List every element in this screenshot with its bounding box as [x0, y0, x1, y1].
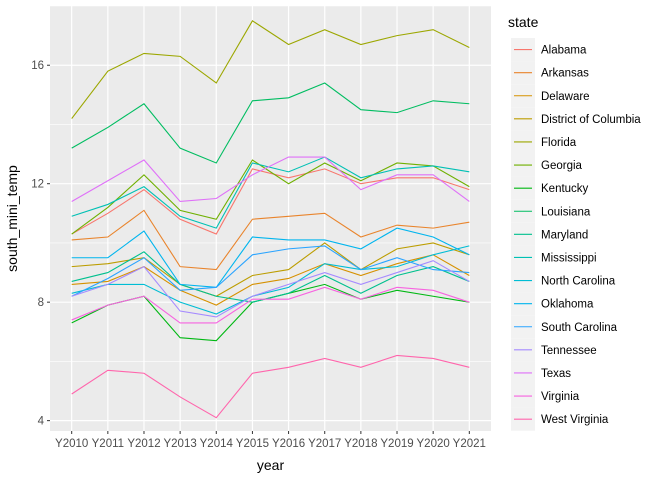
legend-label: District of Columbia [541, 114, 641, 126]
minor-gridlines [50, 5, 491, 362]
legend-label: Delaware [541, 91, 590, 103]
x-tick-label: Y2010 [55, 438, 88, 450]
y-tick-label: 16 [31, 60, 44, 72]
x-tick-label: Y2015 [236, 438, 269, 450]
legend-item: Texas [511, 361, 571, 385]
x-tick-label: Y2021 [453, 438, 486, 450]
x-tick-label: Y2014 [200, 438, 234, 450]
legend-item: Delaware [511, 84, 590, 108]
series-line [71, 260, 470, 318]
series-line [71, 159, 470, 235]
legend-item: Louisiana [511, 199, 591, 223]
x-tick-label: Y2012 [127, 438, 160, 450]
series-line [71, 82, 470, 164]
x-tick-label: Y2013 [163, 438, 196, 450]
series-line [71, 354, 470, 419]
panel-background [50, 6, 491, 431]
legend-label: Georgia [541, 160, 583, 172]
y-tick-label: 8 [38, 297, 44, 309]
legend-label: Florida [541, 137, 577, 149]
x-tick-label: Y2020 [417, 438, 450, 450]
legend-label: Louisiana [541, 206, 591, 218]
y-axis-ticks: 4 8 12 16 [31, 60, 50, 428]
legend-label: Alabama [541, 45, 587, 57]
legend-label: Arkansas [541, 68, 589, 80]
y-tick-label: 12 [31, 179, 44, 191]
legend-label: Texas [541, 368, 571, 380]
legend-item: South Carolina [511, 315, 618, 339]
legend: state Alabama Arkansas Delaware District of… [508, 14, 641, 431]
legend-label: Virginia [541, 391, 580, 403]
legend-item: Tennessee [511, 338, 597, 362]
x-tick-label: Y2017 [308, 438, 341, 450]
legend-items: Alabama Arkansas Delaware District of Colum… [511, 38, 641, 431]
series-line [71, 227, 470, 288]
legend-label: Oklahoma [541, 299, 594, 311]
legend-item: North Carolina [511, 269, 616, 293]
legend-item: West Virginia [511, 407, 609, 431]
series-line [71, 286, 470, 324]
legend-item: Oklahoma [511, 292, 594, 316]
legend-label: West Virginia [541, 414, 609, 426]
legend-label: Tennessee [541, 345, 597, 357]
series-line [71, 209, 470, 271]
series-line [71, 242, 470, 297]
legend-label: North Carolina [541, 276, 616, 288]
x-axis-ticks: Y2010 Y2011 Y2012 Y2013 Y2014 Y2015 Y2016 Y2017… [55, 431, 486, 450]
x-axis-title: year [257, 457, 285, 473]
legend-item: Florida [511, 130, 577, 154]
x-tick-label: Y2016 [272, 438, 305, 450]
legend-label: Maryland [541, 229, 588, 241]
legend-label: Mississippi [541, 252, 597, 264]
legend-item: Georgia [511, 153, 583, 177]
legend-item: Mississippi [511, 245, 597, 269]
series-line [71, 245, 470, 297]
y-axis-title: south_mini_temp [4, 165, 20, 272]
legend-item: Virginia [511, 384, 580, 408]
x-tick-label: Y2018 [344, 438, 377, 450]
legend-label: Kentucky [541, 183, 589, 195]
y-tick-label: 4 [38, 416, 45, 428]
legend-item: Maryland [511, 222, 588, 246]
series-line [71, 156, 470, 229]
series-line [71, 156, 470, 203]
series-line [71, 168, 470, 235]
series-line [71, 245, 470, 315]
legend-item: Arkansas [511, 61, 589, 85]
x-tick-label: Y2011 [92, 438, 124, 450]
series-line [71, 20, 470, 119]
legend-title: state [508, 14, 539, 30]
legend-item: Alabama [511, 38, 587, 62]
legend-label: South Carolina [541, 322, 618, 334]
x-tick-label: Y2019 [380, 438, 413, 450]
series-lines [71, 20, 470, 419]
legend-item: Kentucky [511, 176, 589, 200]
legend-item: District of Columbia [511, 107, 641, 131]
series-line [71, 251, 470, 303]
